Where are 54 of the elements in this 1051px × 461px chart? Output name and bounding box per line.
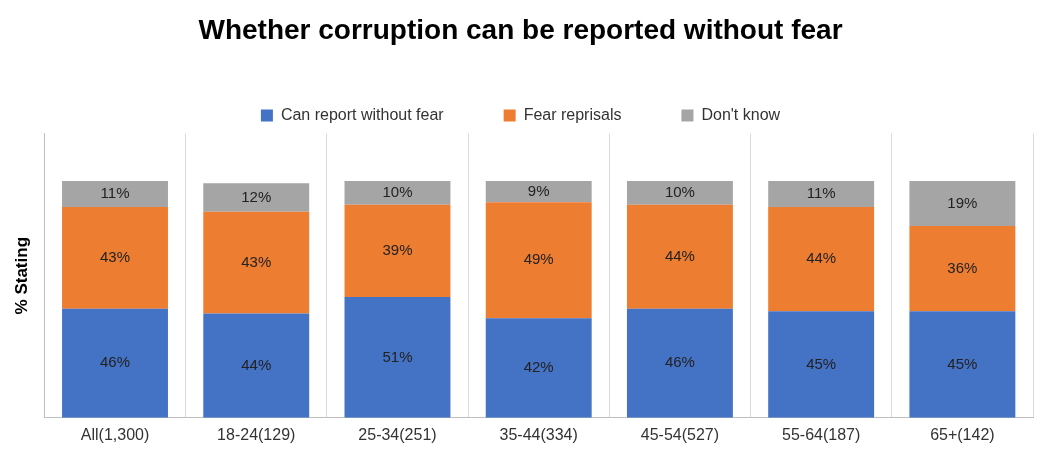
bar (485, 202, 592, 319)
bar (62, 308, 168, 418)
bar (909, 311, 1016, 418)
data-label: 44% (241, 355, 272, 373)
bar (768, 207, 875, 312)
bar (768, 311, 875, 418)
bar (485, 318, 592, 418)
data-label: 39% (382, 240, 413, 258)
data-label: 19% (947, 193, 978, 211)
bar (626, 308, 733, 418)
data-label: 11% (100, 184, 130, 202)
bar (203, 313, 310, 418)
legend-label: Fear reprisals (523, 106, 622, 124)
y-axis-title: % Stating (11, 236, 31, 315)
data-label: 45% (806, 354, 837, 372)
bar (909, 180, 1016, 226)
x-tick-label: 18-24(129) (217, 425, 296, 443)
bar (62, 207, 168, 309)
data-label: 9% (527, 181, 550, 199)
data-label: 11% (806, 184, 836, 202)
x-tick-label: 35-44(334) (499, 425, 578, 443)
x-tick-label: 45-54(527) (640, 425, 720, 443)
data-label: 45% (947, 354, 978, 372)
data-label: 43% (100, 248, 131, 266)
data-label: 12% (241, 187, 272, 205)
x-tick-label: 25-34(251) (358, 425, 437, 443)
data-label: 42% (523, 358, 554, 376)
bar (344, 180, 451, 205)
chart-title: Whether corruption can be reported without fear (198, 13, 843, 45)
bar (768, 180, 875, 208)
legend-label: Don't know (701, 106, 781, 124)
x-tick-label: 55-64(187) (782, 425, 861, 443)
data-label: 10% (382, 182, 413, 200)
bar (909, 225, 1016, 312)
data-label: 44% (664, 246, 695, 264)
bar (62, 180, 168, 208)
data-label: 46% (100, 353, 131, 371)
data-label: 46% (664, 353, 695, 371)
data-label: 49% (523, 250, 554, 268)
legend-label: Can report without fear (280, 106, 445, 124)
data-label: 51% (382, 347, 413, 365)
data-label: 36% (947, 258, 978, 276)
x-tick-label: 65+(142) (930, 425, 995, 443)
bar (344, 297, 451, 418)
x-tick-label: All(1,300) (80, 425, 150, 443)
data-label: 43% (241, 252, 272, 270)
bar (626, 180, 733, 205)
data-label: 44% (806, 249, 837, 267)
bar (203, 211, 310, 314)
bar (203, 183, 310, 212)
bar (485, 180, 592, 203)
bar (626, 204, 733, 309)
data-label: 10% (664, 182, 695, 200)
bar (344, 204, 451, 298)
